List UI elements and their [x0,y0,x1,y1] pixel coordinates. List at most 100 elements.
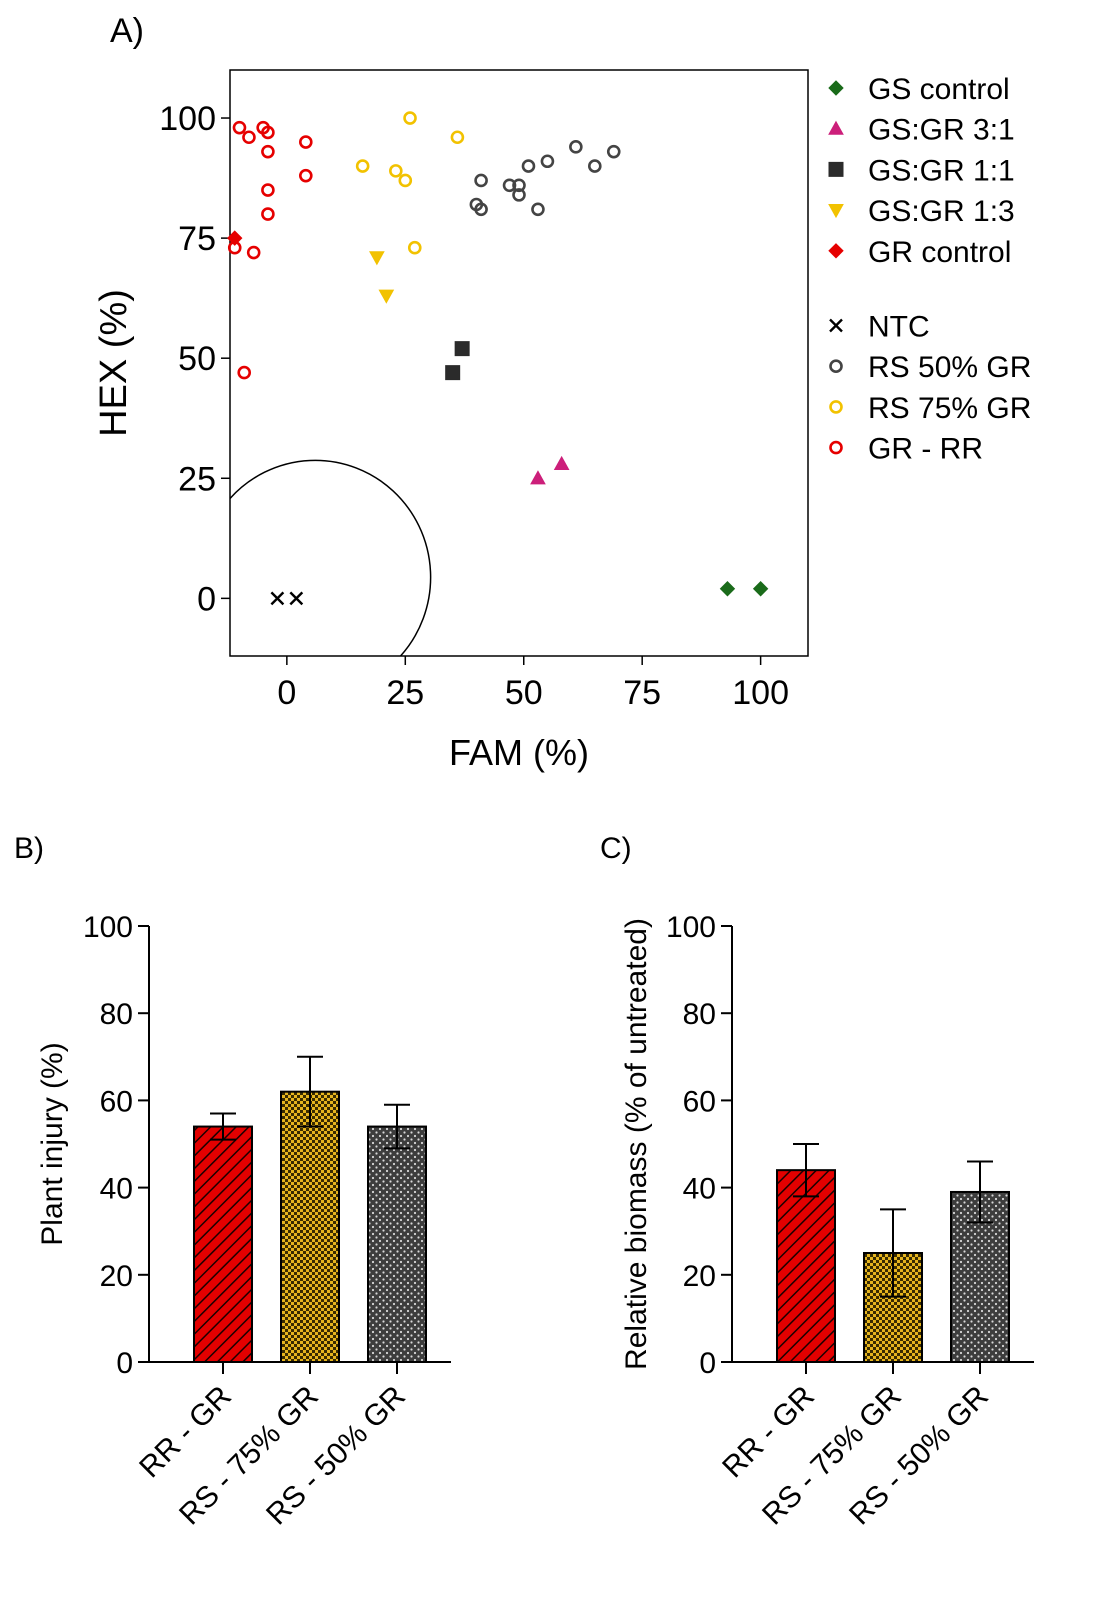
series-gs-gr-1-3 [369,251,395,304]
point-ntc [289,591,304,606]
point-rs-75-gr [407,240,422,255]
point-rs-75-gr [398,173,413,188]
point-gs-control [719,581,736,597]
panel-b-label: B) [14,832,44,865]
legend-marker-ntc [829,318,843,333]
legend-marker-gr-control [828,243,844,259]
point-gr-rr [246,245,261,260]
y-tick-label: 60 [683,1085,716,1118]
series-gr-control [227,230,243,246]
bar-rr-gr [776,1169,836,1364]
bar-rr-gr [193,1125,253,1364]
legend-label-gs-gr-1-3: GS:GR 1:3 [868,195,1015,228]
legend-marker-gs-control [828,80,844,96]
y-tick-label: 50 [178,340,216,378]
y-axis-title: Relative biomass (% of untreated) [620,918,653,1370]
panel-a-scatter-plot: 0 25 50 75 100 0 25 50 75 100 FAM (%) HEX (%) GS con… [93,69,1031,773]
point-rs-50-gr [512,188,526,202]
legend-label-gs-gr-3-1: GS:GR 3:1 [868,114,1015,147]
point-gs-gr-1-3 [378,289,395,304]
point-gr-rr [299,168,313,183]
y-tick-label: 20 [100,1260,133,1293]
point-gs-gr-1-3 [369,251,385,266]
x-tick-label: 25 [386,674,424,712]
point-gr-rr [261,125,275,140]
point-rs-75-gr [389,164,403,178]
legend-marker-gs-gr-1-1 [828,161,844,177]
point-gr-rr [299,135,313,149]
point-rs-50-gr [606,144,621,159]
point-rs-50-gr [521,159,536,173]
y-tick-label: 40 [683,1173,716,1206]
point-rs-50-gr [588,159,602,173]
series-gr-rr [227,120,313,380]
series-gs-gr-1-1 [445,341,470,381]
point-gr-rr [261,144,275,159]
legend-label-gs-gr-1-1: GS:GR 1:1 [868,154,1015,187]
point-rs-50-gr [512,178,526,193]
y-tick-label: 100 [666,911,716,944]
y-tick-label: 100 [83,911,133,944]
point-gr-control [227,230,243,246]
legend-label-gr-control: GR control [868,236,1011,269]
y-tick-label: 25 [178,460,216,498]
threshold-arc [229,459,432,657]
point-gs-gr-3-1 [553,455,570,470]
y-tick-label: 0 [116,1347,133,1380]
point-rs-50-gr [531,202,545,217]
point-gs-control [752,581,769,597]
legend-label-gs-control: GS control [868,73,1010,106]
point-rs-50-gr [540,154,555,169]
bar-rs-50-gr [367,1125,427,1364]
y-tick-label: 80 [683,998,716,1031]
series-gs-gr-3-1 [530,455,570,485]
series-rs-75-gr [355,111,465,255]
y-tick-label: 40 [100,1173,133,1206]
y-axis-title: HEX (%) [93,289,135,437]
y-tick-label: 0 [699,1347,716,1380]
point-gs-gr-1-1 [454,341,470,357]
legend-label-ntc: NTC [868,311,930,344]
point-rs-75-gr [355,159,370,173]
point-gr-rr [242,130,256,145]
point-gr-rr [261,207,275,221]
point-gr-rr [261,183,275,197]
legend-marker-rs-50-gr [829,359,843,374]
point-gr-rr [232,120,247,135]
point-rs-75-gr [450,130,465,145]
point-rs-50-gr [502,178,517,193]
legend-marker-gs-gr-1-3 [828,204,844,219]
point-rs-75-gr [403,111,417,125]
y-tick-label: 20 [683,1260,716,1293]
plot-frame [229,69,809,657]
point-gs-gr-3-1 [530,470,546,485]
legend-marker-gs-gr-3-1 [828,120,844,135]
point-rs-50-gr [569,140,583,154]
y-tick-label: 0 [197,580,216,618]
y-tick-label: 100 [159,100,216,138]
point-gr-rr [237,365,252,380]
point-gs-gr-1-1 [445,365,461,381]
x-tick-label: 0 [277,674,296,712]
point-rs-50-gr [474,173,488,188]
y-tick-label: 75 [178,220,216,258]
point-gr-rr [227,240,242,255]
bar-rs-75-gr [280,1090,340,1364]
x-tick-label: 100 [732,674,789,712]
legend-marker-gr-rr [829,440,843,455]
series-ntc [270,591,304,606]
panel-a-label: A) [110,12,144,50]
legend-label-gr-rr: GR - RR [868,433,983,466]
legend-label-rs-75-gr: RS 75% GR [868,392,1031,425]
y-tick-label: 80 [100,998,133,1031]
legend-label-rs-50-gr: RS 50% GR [868,351,1031,384]
y-axis-title: Plant injury (%) [36,1042,69,1245]
point-rs-50-gr [474,202,488,217]
x-tick-label: 50 [505,674,543,712]
panel-c-label: C) [600,832,632,865]
y-tick-label: 60 [100,1085,133,1118]
x-axis-title: FAM (%) [449,732,589,773]
